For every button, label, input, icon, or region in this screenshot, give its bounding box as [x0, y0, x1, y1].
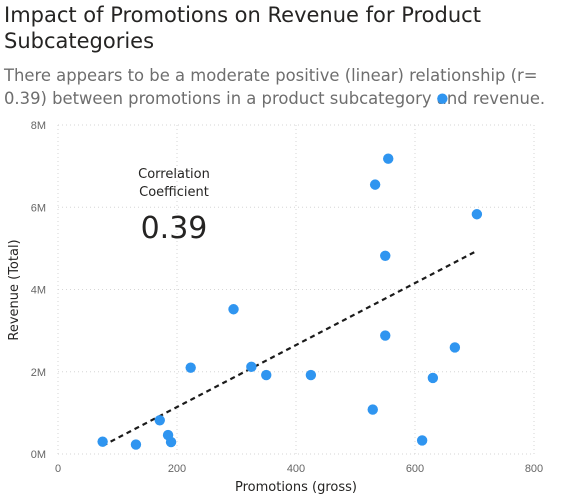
correlation-card: Correlation Coefficient 0.39 — [138, 167, 210, 246]
axis-ticks: 0M 2M 4M 6M 8M 0 200 400 600 800 — [31, 120, 543, 475]
data-point[interactable] — [383, 153, 394, 164]
y-tick-label: 4M — [31, 285, 46, 297]
trendline-group — [102, 249, 478, 447]
data-point[interactable] — [97, 436, 108, 447]
grid-lines — [57, 124, 535, 455]
y-tick-label: 2M — [31, 367, 46, 379]
data-point[interactable] — [154, 415, 165, 426]
x-axis-title: Promotions (gross) — [235, 480, 357, 495]
correlation-label-line2: Coefficient — [139, 185, 209, 200]
y-axis-title: Revenue (Total) — [7, 239, 22, 340]
y-tick-label: 0M — [31, 449, 46, 461]
correlation-label-line1: Correlation — [138, 167, 210, 182]
data-point[interactable] — [380, 330, 391, 341]
data-point[interactable] — [261, 369, 272, 381]
chart-subtitle: There appears to be a moderate positive … — [4, 66, 546, 108]
y-tick-label: 8M — [31, 120, 46, 132]
data-point[interactable] — [165, 436, 177, 448]
trendline — [102, 249, 478, 447]
data-point[interactable] — [471, 209, 483, 220]
data-point[interactable] — [185, 362, 196, 373]
data-point[interactable] — [427, 372, 439, 384]
data-point[interactable] — [449, 342, 461, 353]
correlation-value: 0.39 — [141, 211, 208, 246]
x-tick-label: 0 — [55, 463, 61, 475]
data-point[interactable] — [437, 93, 448, 104]
data-points — [97, 93, 483, 450]
data-point[interactable] — [228, 304, 239, 315]
y-tick-label: 6M — [31, 202, 46, 214]
x-tick-label: 600 — [406, 463, 424, 475]
data-point[interactable] — [369, 179, 381, 190]
x-tick-label: 800 — [525, 463, 543, 475]
chart-title: Impact of Promotions on Revenue for Prod… — [4, 3, 481, 53]
data-point[interactable] — [246, 361, 257, 373]
data-point[interactable] — [367, 404, 378, 415]
x-tick-label: 200 — [168, 463, 186, 475]
data-point[interactable] — [380, 250, 391, 261]
x-tick-label: 400 — [287, 463, 305, 475]
data-point[interactable] — [416, 435, 428, 446]
data-point[interactable] — [130, 439, 142, 450]
data-point[interactable] — [305, 369, 317, 381]
